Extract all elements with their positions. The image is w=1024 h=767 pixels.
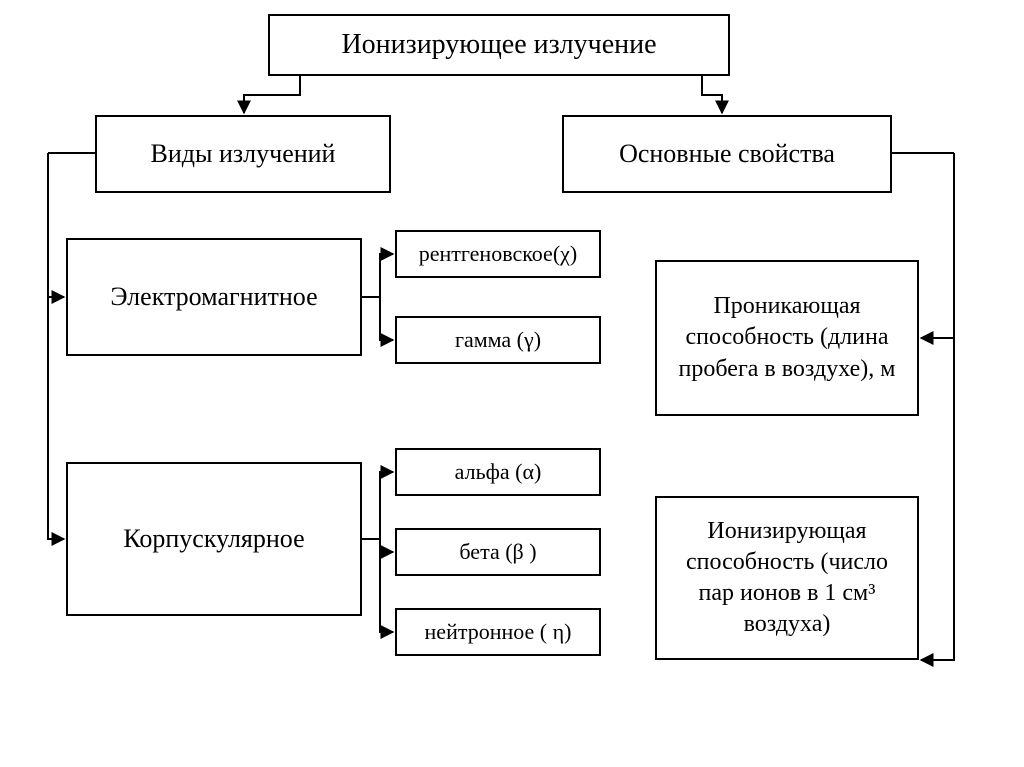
node-root-label: Ионизирующее излучение xyxy=(341,27,656,63)
edge-root-types xyxy=(244,76,300,113)
edge-em-gamma xyxy=(380,297,393,340)
node-penetrating: Проникающая способность (длина пробега в… xyxy=(655,260,919,416)
edge-props-penetrating xyxy=(921,153,954,338)
node-alpha-label: альфа (α) xyxy=(455,458,542,487)
node-alpha: альфа (α) xyxy=(395,448,601,496)
node-electromagnetic-label: Электромагнитное xyxy=(110,280,317,314)
node-corpuscular-label: Корпускулярное xyxy=(123,522,304,556)
node-types: Виды излучений xyxy=(95,115,391,193)
node-neutron-label: нейтронное ( η) xyxy=(425,618,572,647)
node-ionizing-label: Ионизирующая способность (число пар ионо… xyxy=(667,516,907,641)
node-types-label: Виды излучений xyxy=(151,137,336,171)
edge-root-properties xyxy=(702,76,722,113)
node-gamma-label: гамма (γ) xyxy=(455,326,541,355)
edge-corp-beta xyxy=(380,539,393,552)
node-electromagnetic: Электромагнитное xyxy=(66,238,362,356)
node-xray-label: рентгеновское(χ) xyxy=(419,240,577,269)
node-beta: бета (β ) xyxy=(395,528,601,576)
node-penetrating-label: Проникающая способность (длина пробега в… xyxy=(667,291,907,385)
node-properties-label: Основные свойства xyxy=(619,137,835,171)
edge-types-electromagnetic xyxy=(48,153,64,297)
node-neutron: нейтронное ( η) xyxy=(395,608,601,656)
node-gamma: гамма (γ) xyxy=(395,316,601,364)
edge-corp-alpha xyxy=(380,472,393,539)
edge-corp-neutron xyxy=(380,539,393,632)
node-xray: рентгеновское(χ) xyxy=(395,230,601,278)
edge-em-xray xyxy=(380,254,393,297)
edge-props-ionizing xyxy=(921,338,954,660)
node-beta-label: бета (β ) xyxy=(459,538,536,567)
edge-types-corpuscular xyxy=(48,297,64,539)
node-properties: Основные свойства xyxy=(562,115,892,193)
node-corpuscular: Корпускулярное xyxy=(66,462,362,616)
node-ionizing: Ионизирующая способность (число пар ионо… xyxy=(655,496,919,660)
node-root: Ионизирующее излучение xyxy=(268,14,730,76)
